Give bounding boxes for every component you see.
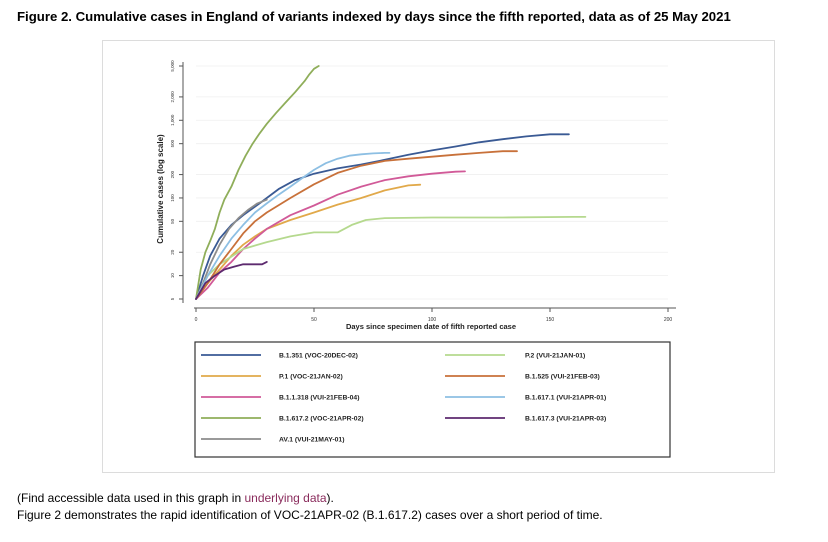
y-tick-label: 500 — [170, 139, 175, 147]
series-line — [195, 198, 268, 300]
gridlines — [196, 65, 668, 300]
x-ticks: 0 50 100 150 200 — [195, 308, 673, 323]
series-line — [195, 260, 268, 300]
x-tick-label: 50 — [311, 317, 317, 323]
y-axis-label: Cumulative cases (log scale) — [156, 134, 165, 244]
y-tick-label: 5,000 — [170, 60, 175, 72]
accessible-data-note: (Find accessible data used in this graph… — [17, 491, 334, 505]
legend-label: P.1 (VOC-21JAN-02) — [279, 374, 343, 381]
underlying-data-link[interactable]: underlying data — [244, 491, 327, 505]
chart-frame: 5 10 20 50 100 200 500 1,000 2,000 5,000 0 50 100 15… — [102, 40, 775, 473]
series-line — [195, 215, 587, 300]
x-tick-label: 0 — [195, 317, 198, 323]
y-tick-label: 1,000 — [170, 114, 175, 126]
x-tick-label: 100 — [428, 317, 437, 323]
y-tick-label: 10 — [170, 273, 175, 279]
legend-label: B.1.617.3 (VUI-21APR-03) — [525, 416, 606, 423]
note-prefix: (Find accessible data used in this graph… — [17, 491, 245, 505]
y-tick-label: 50 — [170, 218, 175, 224]
y-ticks: 5 10 20 50 100 200 500 1,000 2,000 5,000 — [170, 60, 183, 300]
y-tick-label: 5 — [170, 297, 175, 300]
legend: B.1.351 (VOC-20DEC-02) P.1 (VOC-21JAN-02)… — [194, 341, 671, 458]
legend-box — [194, 341, 671, 458]
series-line — [195, 152, 391, 300]
legend-label: B.1.1.318 (VUI-21FEB-04) — [279, 395, 359, 402]
x-tick-label: 200 — [664, 317, 673, 323]
y-tick-label: 200 — [170, 170, 175, 178]
series-line — [195, 170, 466, 300]
legend-label: B.1.525 (VUI-21FEB-03) — [525, 374, 600, 381]
legend-label: B.1.351 (VOC-20DEC-02) — [279, 353, 358, 360]
series-line — [195, 183, 422, 300]
y-tick-label: 20 — [170, 249, 175, 255]
legend-label: P.2 (VUI-21JAN-01) — [525, 353, 585, 360]
line-chart: 5 10 20 50 100 200 500 1,000 2,000 5,000 0 50 100 15… — [156, 60, 676, 458]
figure-description: Figure 2 demonstrates the rapid identifi… — [17, 508, 603, 522]
axes: 5 10 20 50 100 200 500 1,000 2,000 5,000 0 50 100 15… — [156, 60, 676, 331]
series-line — [195, 65, 320, 300]
y-tick-label: 2,000 — [170, 91, 175, 103]
series-line — [195, 133, 570, 300]
series-line — [195, 150, 518, 300]
legend-label: B.1.617.2 (VOC-21APR-02) — [279, 416, 364, 423]
series-lines — [195, 65, 587, 300]
legend-label: AV.1 (VUI-21MAY-01) — [279, 437, 344, 444]
legend-label: B.1.617.1 (VUI-21APR-01) — [525, 395, 606, 402]
x-tick-label: 150 — [546, 317, 555, 323]
figure-title: Figure 2. Cumulative cases in England of… — [17, 9, 731, 24]
y-tick-label: 100 — [170, 194, 175, 202]
x-axis-label: Days since specimen date of fifth report… — [346, 322, 516, 331]
note-suffix: ). — [326, 491, 334, 505]
